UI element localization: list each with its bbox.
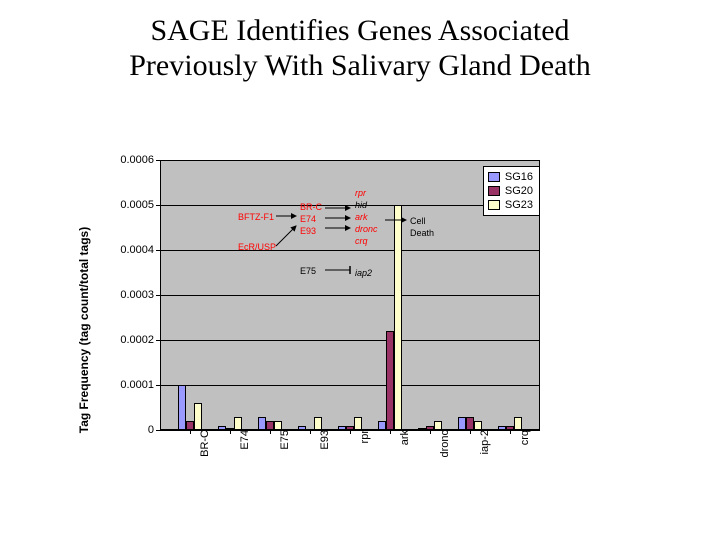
legend-swatch <box>488 186 500 196</box>
chart-bar <box>298 426 306 431</box>
legend-item: SG16 <box>488 170 533 184</box>
chart-bar <box>458 417 466 431</box>
legend-item: SG20 <box>488 184 533 198</box>
chart-bar <box>466 417 474 431</box>
chart-bar <box>186 421 194 430</box>
title-line-2: Previously With Salivary Gland Death <box>129 49 591 82</box>
chart-bar <box>274 421 282 430</box>
chart-xtick-label: E93 <box>315 430 331 450</box>
chart-legend: SG16SG20SG23 <box>483 166 540 216</box>
chart-ytick-label: 0.0006 <box>120 154 154 166</box>
chart-xtick-label: E74 <box>235 430 251 450</box>
chart-bar <box>178 385 186 430</box>
chart-xtick-mark <box>270 430 271 434</box>
chart-xtick-label: ark <box>395 430 411 445</box>
title-line-1: SAGE Identifies Genes Associated <box>150 14 569 47</box>
chart-bar <box>234 417 242 431</box>
chart-xtick-label: rpr <box>355 430 371 443</box>
chart-xtick-mark <box>310 430 311 434</box>
slide: { "title_line1": "SAGE Identifies Genes … <box>0 0 720 540</box>
chart-bar <box>394 205 402 430</box>
chart-bar <box>354 417 362 431</box>
chart-xtick-mark <box>350 430 351 434</box>
chart-bar <box>266 421 274 430</box>
chart-xtick-mark <box>190 430 191 434</box>
chart-bar <box>258 417 266 431</box>
chart-bar <box>378 421 386 430</box>
chart-plot-area: 00.00010.00020.00030.00040.00050.0006 BR… <box>160 160 540 430</box>
chart-ylabel: Tag Frequency (tag count/total tags) <box>77 227 91 433</box>
chart-xtick-mark <box>470 430 471 434</box>
chart-bar <box>218 426 226 431</box>
chart-ytick-label: 0.0001 <box>120 379 154 391</box>
chart-xtick-mark <box>390 430 391 434</box>
legend-swatch <box>488 172 500 182</box>
chart-xtick-label: E75 <box>275 430 291 450</box>
chart-ytick-label: 0.0003 <box>120 289 154 301</box>
chart-bar <box>474 421 482 430</box>
chart-ytick-label: 0.0004 <box>120 244 154 256</box>
legend-swatch <box>488 200 500 210</box>
chart-bar <box>498 426 506 431</box>
chart-bar <box>514 417 522 431</box>
chart-bar <box>314 417 322 431</box>
chart-xtick-label: dronc <box>435 430 451 458</box>
chart-xtick-mark <box>430 430 431 434</box>
chart-bar <box>418 428 426 430</box>
chart-ytick-label: 0 <box>148 424 154 436</box>
chart-bar <box>338 426 346 431</box>
chart: Tag Frequency (tag count/total tags) 00.… <box>90 160 580 500</box>
chart-xtick-label: iap-2 <box>475 430 491 454</box>
legend-label: SG20 <box>505 184 533 198</box>
slide-title: SAGE Identifies Genes Associated Previou… <box>0 14 720 83</box>
chart-ytick-label: 0.0002 <box>120 334 154 346</box>
chart-xtick-label: crq <box>515 430 531 445</box>
legend-label: SG23 <box>505 198 533 212</box>
chart-xtick-mark <box>510 430 511 434</box>
legend-item: SG23 <box>488 198 533 212</box>
chart-ytick-mark <box>156 430 160 431</box>
chart-xtick-mark <box>230 430 231 434</box>
chart-xtick-label: BR-C <box>195 430 211 457</box>
chart-bar <box>386 331 394 430</box>
legend-label: SG16 <box>505 170 533 184</box>
chart-ytick-label: 0.0005 <box>120 199 154 211</box>
chart-bar <box>194 403 202 430</box>
